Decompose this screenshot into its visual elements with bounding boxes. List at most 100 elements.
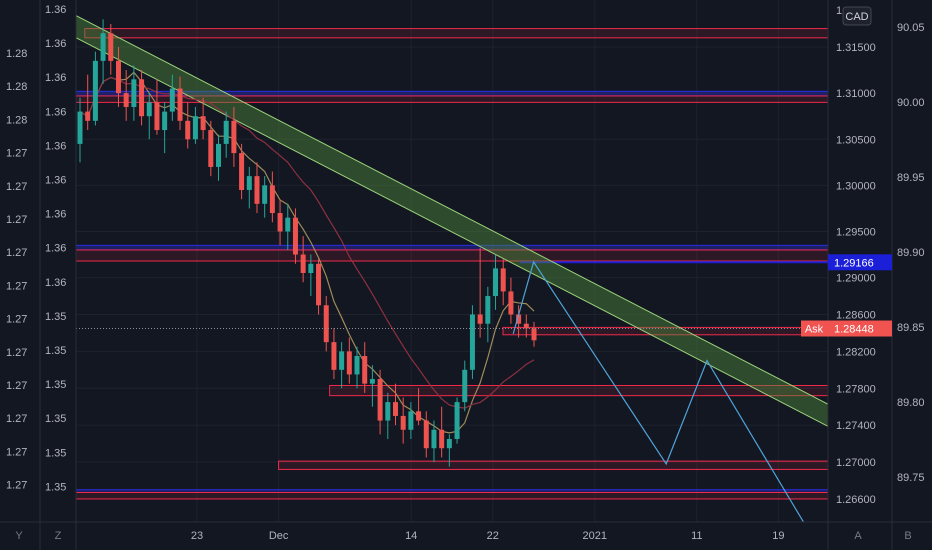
candle-body — [369, 379, 375, 384]
candle-body — [477, 314, 483, 324]
time-tick: 11 — [691, 530, 702, 542]
time-axis[interactable]: 23 Dec 14 22 2021 11 19 — [191, 530, 785, 542]
secondary-price-tick: 90.05 — [897, 22, 925, 34]
candle-body — [154, 102, 160, 131]
candle-body — [185, 120, 191, 140]
candle-body — [408, 411, 414, 430]
currency-label: CAD — [845, 11, 868, 23]
ask-value: 1.28448 — [834, 324, 874, 336]
candle-body — [331, 342, 337, 370]
candle-body — [485, 296, 491, 324]
candle-body — [423, 420, 429, 449]
candle-body — [362, 355, 368, 384]
left-axis-2-tick: 1.35 — [45, 311, 66, 323]
price-tick: 1.28200 — [836, 346, 876, 358]
left-axis-1-tick: 1.27 — [6, 280, 27, 292]
candle-body — [508, 291, 514, 315]
left-axis-1-panel — [0, 0, 40, 522]
ask-badge: Ask 1.28448 — [801, 320, 892, 337]
candle-body — [208, 130, 214, 167]
left-axis-2-tick: 1.36 — [45, 243, 66, 255]
candle-body — [377, 379, 383, 421]
left-axis-2-tick: 1.36 — [45, 106, 66, 118]
price-tick: 1.27400 — [836, 420, 876, 432]
price-tick: 1.31000 — [836, 88, 876, 100]
zone-red — [75, 491, 829, 500]
left-axis-1-tick: 1.27 — [6, 214, 27, 226]
candle-body — [262, 185, 268, 204]
candle-body — [308, 263, 314, 273]
price-tick: 1.31500 — [836, 42, 876, 54]
candle-body — [192, 116, 198, 140]
candle-body — [385, 402, 391, 421]
currency-badge[interactable]: CAD — [842, 6, 872, 26]
time-tick: 22 — [487, 530, 499, 542]
left-axis-2-tick: 1.36 — [45, 209, 66, 221]
axis-mode-b[interactable]: B — [904, 530, 911, 542]
ask-label: Ask — [805, 324, 824, 336]
left-axis-1-tick: 1.27 — [6, 314, 27, 326]
price-tick: 1.27800 — [836, 383, 876, 395]
left-axis-1[interactable]: 1.28 1.28 1.28 1.27 1.27 1.27 1.27 1.27 1.27 1.27… — [6, 48, 27, 492]
left-axis-1-tick: 1.28 — [6, 48, 27, 60]
candle-body — [354, 355, 360, 375]
zone-red — [75, 249, 829, 262]
candle-body — [469, 314, 475, 370]
time-tick: 23 — [191, 530, 203, 542]
candle-body — [216, 143, 222, 167]
candle-body — [100, 33, 106, 61]
left-axis-2-tick: 1.36 — [45, 72, 66, 84]
candle-body — [493, 268, 499, 297]
zone-red — [84, 28, 829, 39]
left-axis-1-tick: 1.27 — [6, 181, 27, 193]
time-axis-panel — [0, 522, 932, 550]
price-tick: 1.26600 — [836, 494, 876, 506]
candle-body — [431, 429, 437, 449]
axis-mode-a[interactable]: A — [854, 530, 862, 542]
candle-body — [239, 153, 245, 190]
left-axis-1-tick: 1.27 — [6, 148, 27, 160]
left-axis-1-tick: 1.27 — [6, 413, 27, 425]
main-price-axis[interactable]: 1.321.315001.310001.305001.300001.295001… — [836, 5, 876, 506]
left-axis-2-tick: 1.35 — [45, 447, 66, 459]
candle-body — [115, 60, 121, 94]
candle-body — [231, 120, 237, 154]
candle-body — [169, 88, 175, 112]
candle-body — [500, 268, 506, 292]
candle-body — [77, 111, 83, 144]
candle-body — [85, 111, 91, 121]
candle-body — [323, 305, 329, 343]
time-tick: Dec — [269, 530, 289, 542]
secondary-price-tick: 89.80 — [897, 397, 925, 409]
projection-line — [512, 260, 810, 532]
time-tick: 14 — [405, 530, 417, 542]
candle-body — [285, 217, 291, 232]
candle-body — [400, 415, 406, 430]
secondary-price-axis[interactable]: 90.05 90.00 89.95 89.90 89.85 89.80 89.75 — [897, 22, 925, 484]
price-tick: 1.30500 — [836, 134, 876, 146]
time-tick: 2021 — [583, 530, 607, 542]
candle-body — [392, 402, 398, 416]
candle-body — [123, 93, 129, 107]
price-tick: 1.29500 — [836, 226, 876, 238]
candle-body — [292, 217, 298, 255]
left-axis-1-tick: 1.27 — [6, 380, 27, 392]
left-axis-2[interactable]: 1.36 1.36 1.36 1.36 1.36 1.36 1.36 1.36 1.36 1.35… — [45, 4, 66, 493]
secondary-price-tick: 89.95 — [897, 172, 925, 184]
blue-level-badge: 1.29166 — [828, 254, 892, 271]
left-axis-1-tick: 1.27 — [6, 446, 27, 458]
zone-blue — [75, 244, 829, 251]
left-axis-1-tick: 1.28 — [6, 114, 27, 126]
candle-body — [269, 185, 275, 214]
secondary-price-tick: 89.85 — [897, 322, 925, 334]
axis-mode-z[interactable]: Z — [55, 530, 62, 542]
candle-body — [516, 314, 522, 324]
candle-body — [339, 351, 345, 370]
candle-body — [200, 116, 206, 131]
price-tick: 1.28600 — [836, 309, 876, 321]
candle-body — [316, 263, 322, 306]
axis-mode-y[interactable]: Y — [15, 530, 23, 542]
zone-red — [278, 460, 829, 470]
zone-red — [75, 95, 829, 103]
